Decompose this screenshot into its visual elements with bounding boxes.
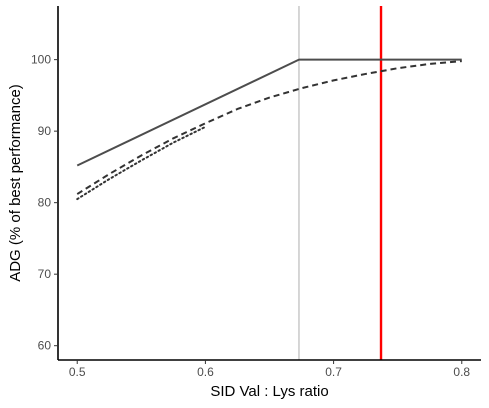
- series-line-solid: [76, 58, 462, 167]
- y-tick-label: 90: [38, 124, 52, 138]
- series-line-dashed: [76, 60, 462, 195]
- x-axis-ticks: 0.5 0.6 0.7 0.8: [69, 360, 470, 379]
- y-axis-ticks: 60 70 80 90 100: [31, 53, 58, 353]
- y-tick-label: 80: [38, 196, 52, 210]
- y-axis-title: ADG (% of best performance): [7, 84, 24, 282]
- y-tick-label: 60: [38, 339, 52, 353]
- x-tick-label: 0.6: [197, 365, 214, 379]
- y-tick-label: 100: [31, 53, 51, 67]
- x-tick-label: 0.7: [325, 365, 342, 379]
- x-tick-label: 0.5: [69, 365, 86, 379]
- x-axis-title: SID Val : Lys ratio: [210, 383, 328, 400]
- y-tick-label: 70: [38, 267, 52, 281]
- x-tick-label: 0.8: [453, 365, 470, 379]
- plot-marks: [76, 6, 462, 360]
- series-line-dotted: [76, 125, 207, 201]
